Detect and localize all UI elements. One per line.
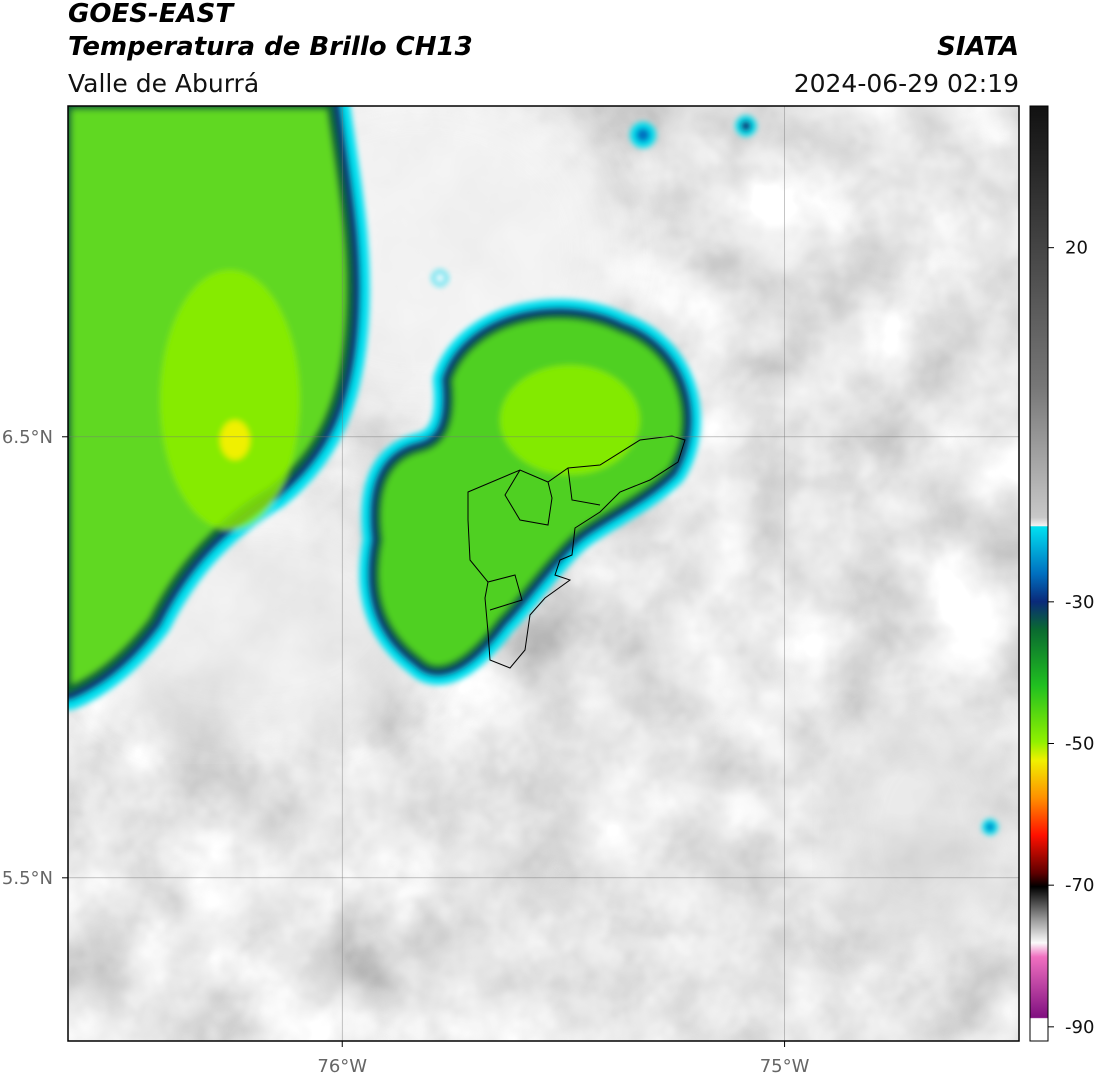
colorbar-tick-label: -30	[1065, 592, 1094, 613]
map-image	[68, 106, 1019, 1041]
colorbar-tick-label: 20	[1065, 238, 1088, 259]
subtitle: Temperatura de Brillo CH13	[68, 32, 473, 62]
colorbar	[1029, 105, 1049, 1042]
colorbar-tick-label: -70	[1065, 875, 1094, 896]
y-tick-label: 5.5°N	[2, 868, 53, 889]
x-tick-label: 76°W	[317, 1056, 367, 1077]
title: GOES-EAST	[68, 0, 235, 29]
map-frame	[67, 105, 1020, 1042]
colorbar-tick-label: -90	[1065, 1017, 1094, 1038]
colorbar-tick-label: -50	[1065, 734, 1094, 755]
y-tick-label: 6.5°N	[2, 427, 53, 448]
x-tick-label: 75°W	[760, 1056, 810, 1077]
region: Valle de Aburrá	[68, 69, 259, 98]
source: SIATA	[937, 32, 1019, 62]
datetime: 2024-06-29 02:19	[794, 69, 1019, 98]
graticule	[68, 106, 1019, 1041]
